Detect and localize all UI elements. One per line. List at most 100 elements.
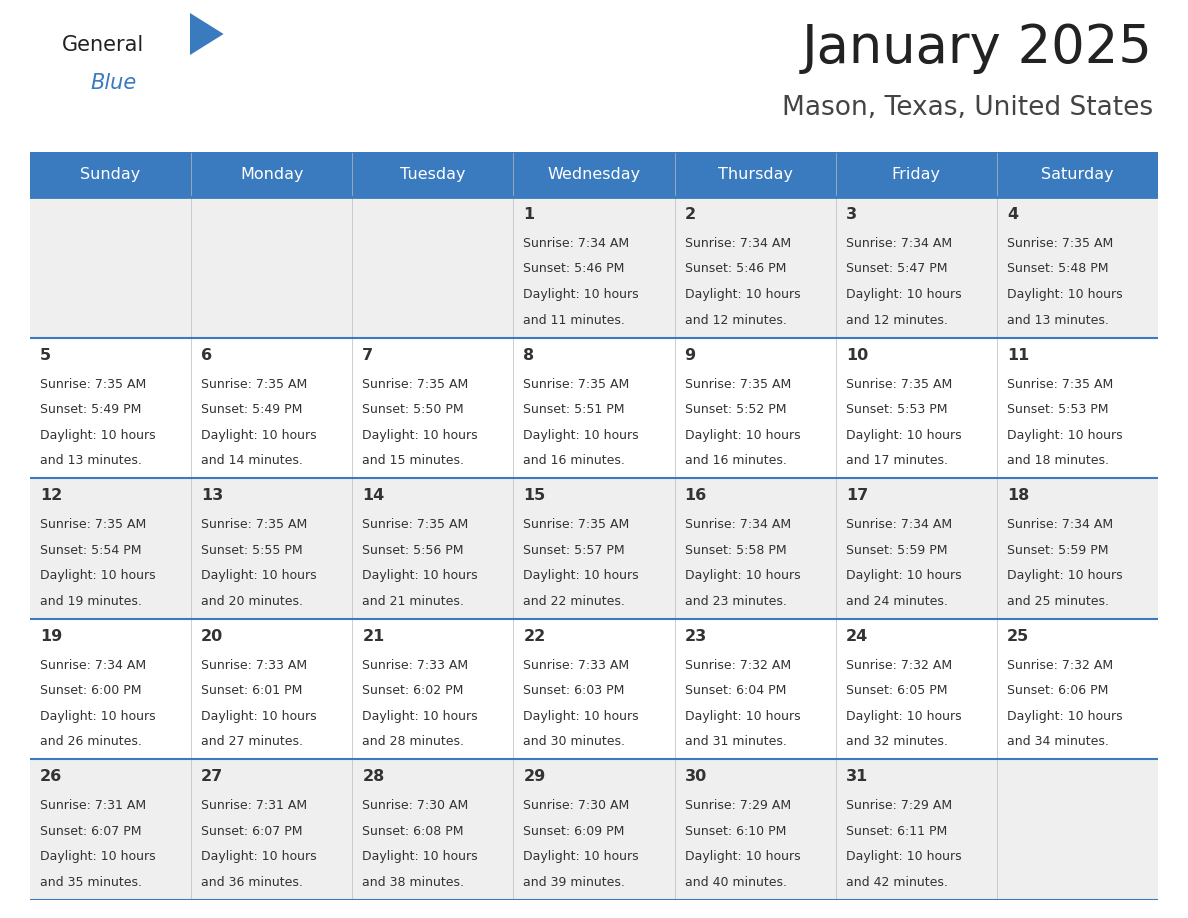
Text: and 40 minutes.: and 40 minutes. [684,876,786,889]
Text: and 18 minutes.: and 18 minutes. [1007,454,1108,467]
Text: Sunrise: 7:30 AM: Sunrise: 7:30 AM [362,800,468,812]
Text: and 36 minutes.: and 36 minutes. [201,876,303,889]
Text: and 19 minutes.: and 19 minutes. [40,595,141,608]
Text: Sunrise: 7:35 AM: Sunrise: 7:35 AM [40,377,146,390]
Text: 21: 21 [362,629,385,644]
Text: Sunrise: 7:35 AM: Sunrise: 7:35 AM [1007,377,1113,390]
Text: Sunrise: 7:35 AM: Sunrise: 7:35 AM [524,377,630,390]
Text: Sunset: 6:04 PM: Sunset: 6:04 PM [684,684,786,698]
Text: Sunrise: 7:35 AM: Sunrise: 7:35 AM [362,377,468,390]
Text: and 35 minutes.: and 35 minutes. [40,876,143,889]
Bar [997,478,1158,619]
Text: Thursday: Thursday [718,167,792,182]
Text: and 39 minutes.: and 39 minutes. [524,876,625,889]
Text: Sunset: 5:53 PM: Sunset: 5:53 PM [1007,403,1108,416]
Text: 24: 24 [846,629,868,644]
Text: Sunset: 5:46 PM: Sunset: 5:46 PM [524,263,625,275]
Text: Sunset: 5:49 PM: Sunset: 5:49 PM [201,403,303,416]
Text: Sunset: 6:03 PM: Sunset: 6:03 PM [524,684,625,698]
Text: January 2025: January 2025 [802,22,1154,74]
Text: 22: 22 [524,629,545,644]
Text: Daylight: 10 hours: Daylight: 10 hours [684,850,801,864]
Text: Blue: Blue [90,73,137,93]
Text: and 28 minutes.: and 28 minutes. [362,735,465,748]
Text: and 13 minutes.: and 13 minutes. [40,454,141,467]
Bar [191,619,353,759]
Text: Sunset: 5:48 PM: Sunset: 5:48 PM [1007,263,1108,275]
Text: 25: 25 [1007,629,1029,644]
Bar [997,197,1158,338]
Text: Sunrise: 7:35 AM: Sunrise: 7:35 AM [846,377,952,390]
Text: General: General [62,35,144,55]
Text: Sunday: Sunday [81,167,140,182]
Text: Sunrise: 7:34 AM: Sunrise: 7:34 AM [524,237,630,250]
Text: Sunset: 6:11 PM: Sunset: 6:11 PM [846,825,947,838]
Text: and 27 minutes.: and 27 minutes. [201,735,303,748]
Text: Sunset: 5:47 PM: Sunset: 5:47 PM [846,263,947,275]
Text: Sunrise: 7:34 AM: Sunrise: 7:34 AM [684,518,791,532]
Text: and 26 minutes.: and 26 minutes. [40,735,141,748]
Text: Sunset: 6:08 PM: Sunset: 6:08 PM [362,825,463,838]
Text: and 32 minutes.: and 32 minutes. [846,735,948,748]
Text: and 25 minutes.: and 25 minutes. [1007,595,1108,608]
Text: Sunrise: 7:35 AM: Sunrise: 7:35 AM [201,377,308,390]
Text: and 38 minutes.: and 38 minutes. [362,876,465,889]
Text: Daylight: 10 hours: Daylight: 10 hours [524,710,639,722]
Text: Sunset: 5:49 PM: Sunset: 5:49 PM [40,403,141,416]
Text: Daylight: 10 hours: Daylight: 10 hours [684,569,801,582]
Text: Mason, Texas, United States: Mason, Texas, United States [782,95,1154,121]
Bar [513,197,675,338]
Bar [30,759,191,900]
Text: 26: 26 [40,769,62,784]
Text: 14: 14 [362,488,385,503]
Bar [353,197,513,338]
Text: Daylight: 10 hours: Daylight: 10 hours [846,429,961,442]
Text: Daylight: 10 hours: Daylight: 10 hours [684,429,801,442]
Bar [353,152,513,197]
Text: 31: 31 [846,769,868,784]
Text: 9: 9 [684,348,696,363]
Text: Daylight: 10 hours: Daylight: 10 hours [524,850,639,864]
Text: 30: 30 [684,769,707,784]
Text: and 22 minutes.: and 22 minutes. [524,595,625,608]
Text: 3: 3 [846,207,857,222]
Text: 17: 17 [846,488,868,503]
Text: Daylight: 10 hours: Daylight: 10 hours [201,850,317,864]
Text: Daylight: 10 hours: Daylight: 10 hours [201,710,317,722]
Text: Sunrise: 7:33 AM: Sunrise: 7:33 AM [362,659,468,672]
Text: and 12 minutes.: and 12 minutes. [846,314,948,327]
Text: Saturday: Saturday [1041,167,1113,182]
Text: 28: 28 [362,769,385,784]
Bar [513,338,675,478]
Text: Sunrise: 7:32 AM: Sunrise: 7:32 AM [846,659,952,672]
Text: and 14 minutes.: and 14 minutes. [201,454,303,467]
Polygon shape [190,13,223,55]
Text: Sunset: 5:59 PM: Sunset: 5:59 PM [846,543,947,556]
Text: and 34 minutes.: and 34 minutes. [1007,735,1108,748]
Text: Daylight: 10 hours: Daylight: 10 hours [201,569,317,582]
Text: Sunrise: 7:35 AM: Sunrise: 7:35 AM [1007,237,1113,250]
Bar [353,478,513,619]
Text: Sunrise: 7:31 AM: Sunrise: 7:31 AM [201,800,308,812]
Bar [835,197,997,338]
Text: 15: 15 [524,488,545,503]
Text: Sunrise: 7:35 AM: Sunrise: 7:35 AM [201,518,308,532]
Text: Daylight: 10 hours: Daylight: 10 hours [201,429,317,442]
Text: Sunrise: 7:34 AM: Sunrise: 7:34 AM [846,518,952,532]
Text: Sunset: 5:54 PM: Sunset: 5:54 PM [40,543,141,556]
Text: Sunrise: 7:34 AM: Sunrise: 7:34 AM [846,237,952,250]
Text: 8: 8 [524,348,535,363]
Text: Sunset: 5:52 PM: Sunset: 5:52 PM [684,403,786,416]
Text: Sunrise: 7:35 AM: Sunrise: 7:35 AM [524,518,630,532]
Text: Sunrise: 7:32 AM: Sunrise: 7:32 AM [684,659,791,672]
Text: Sunset: 5:46 PM: Sunset: 5:46 PM [684,263,786,275]
Text: Daylight: 10 hours: Daylight: 10 hours [846,850,961,864]
Bar [30,478,191,619]
Text: Daylight: 10 hours: Daylight: 10 hours [846,569,961,582]
Text: and 16 minutes.: and 16 minutes. [524,454,625,467]
Text: Sunset: 6:02 PM: Sunset: 6:02 PM [362,684,463,698]
Bar [675,152,835,197]
Text: Daylight: 10 hours: Daylight: 10 hours [1007,569,1123,582]
Text: Daylight: 10 hours: Daylight: 10 hours [846,288,961,301]
Text: 20: 20 [201,629,223,644]
